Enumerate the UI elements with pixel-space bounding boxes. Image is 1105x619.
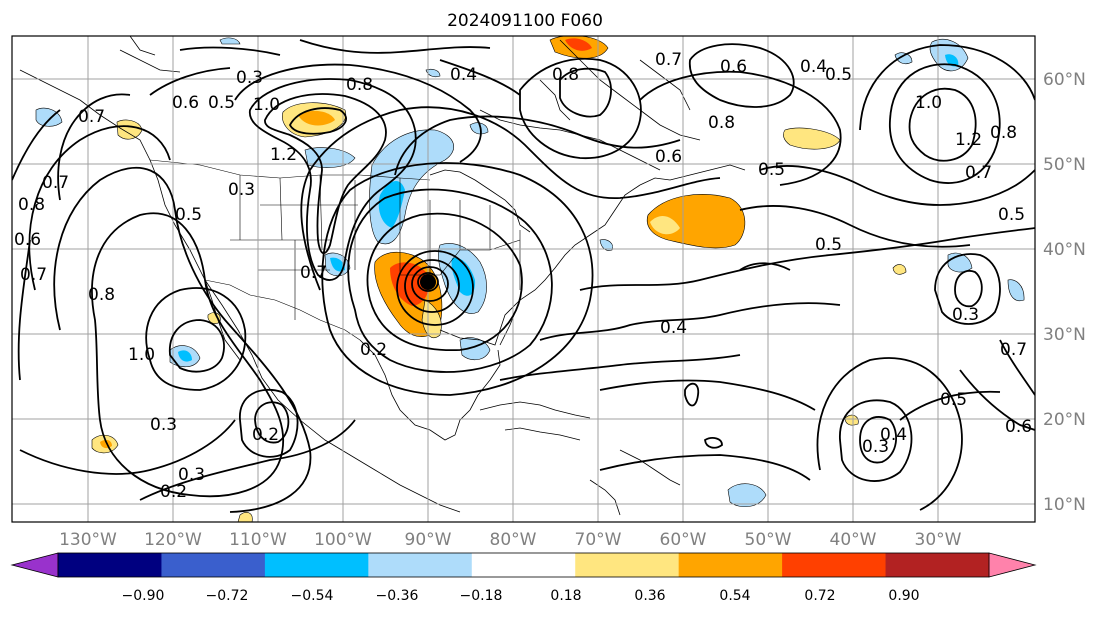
lon-label: 110°W [229,530,287,550]
colorbar-tick: −0.72 [206,588,249,604]
coastlines [19,36,746,516]
contour-label: 1.2 [270,145,297,165]
contour-label: 0.2 [360,340,387,360]
lat-label: 50°N [1043,155,1086,175]
contour-label: 0.4 [660,318,687,338]
lat-label: 60°N [1043,70,1086,90]
lon-label: 60°W [660,530,707,550]
figure-title: 2024091100 F060 [447,11,603,31]
contour-label: 0.8 [18,195,45,215]
contour-label: 0.7 [1000,340,1027,360]
contour-label: 0.3 [150,415,177,435]
lon-label: 40°W [830,530,877,550]
colorbar-tick: 0.36 [634,588,665,604]
contour-label: 0.4 [450,65,477,85]
contour-label: 0.6 [1005,417,1032,437]
contours [12,39,1035,513]
lon-label: 50°W [745,530,792,550]
contour-label: 0.2 [252,425,279,445]
colorbar-segment [264,553,369,577]
colorbar: −0.90 −0.72 −0.54 −0.36 −0.18 0.18 0.36 … [10,552,1037,604]
contour-label: 0.5 [998,205,1025,225]
colorbar-segment [58,553,162,577]
colorbar-segment [885,553,990,577]
colorbar-tick: 0.72 [804,588,835,604]
lat-label: 40°N [1043,240,1086,260]
contour-label: 0.5 [940,390,967,410]
colorbar-tick: −0.18 [460,588,503,604]
contour-label: 0.4 [880,425,907,445]
colorbar-tick: 0.54 [719,588,750,604]
contour-label: 0.5 [825,65,852,85]
contour-label: 0.8 [990,123,1017,143]
lat-label: 30°N [1043,325,1086,345]
colorbar-right-extension [988,552,1037,578]
colorbar-segments [58,553,990,577]
contour-label: 0.3 [862,437,889,457]
map-area: 0.3 0.8 0.6 0.5 1.0 1.2 0.4 0.6 0.8 0.7 … [12,36,1035,522]
contour-label: 0.6 [172,93,199,113]
colorbar-tick: −0.54 [291,588,334,604]
contour-label: 0.7 [965,163,992,183]
colorbar-ticks: −0.90 −0.72 −0.54 −0.36 −0.18 0.18 0.36 … [122,588,920,604]
contour-label: 0.5 [815,235,842,255]
lat-label: 10°N [1043,495,1086,515]
contour-label: 0.4 [800,57,827,77]
contour-label: 0.3 [952,305,979,325]
contour-label: 0.8 [88,285,115,305]
lon-label: 30°W [915,530,962,550]
contour-label: 1.0 [915,93,942,113]
contour-label: 0.7 [20,265,47,285]
contour-label: 0.8 [708,113,735,133]
contour-label: 0.6 [14,230,41,250]
contour-label: 0.8 [552,65,579,85]
colorbar-tick: 0.18 [550,588,581,604]
map-frame [11,35,1036,523]
positive-shading [91,36,907,522]
contour-labels: 0.3 0.8 0.6 0.5 1.0 1.2 0.4 0.6 0.8 0.7 … [14,50,1032,502]
colorbar-left-extension [10,552,59,578]
colorbar-segment [368,553,473,577]
lon-label: 100°W [314,530,372,550]
lon-label: 130°W [59,530,117,550]
contour-label: 0.2 [160,482,187,502]
latitude-labels: 60°N 50°N 40°N 30°N 20°N 10°N [1043,70,1086,515]
colorbar-tick: −0.36 [376,588,419,604]
lat-label: 20°N [1043,410,1086,430]
contour-label: 0.7 [300,263,327,283]
colorbar-tick: −0.90 [122,588,165,604]
contour-label: 0.7 [42,173,69,193]
contour-label: 0.8 [346,75,373,95]
colorbar-segment [161,553,266,577]
contour-label: 0.5 [208,93,235,113]
contour-label: 0.7 [655,50,682,70]
storm-center-marker [420,274,436,290]
colorbar-frame [57,552,990,578]
contour-label: 0.6 [720,57,747,77]
lon-label: 90°W [405,530,452,550]
contour-label: 1.0 [253,95,280,115]
contour-label: 0.3 [228,180,255,200]
contour-label: 0.5 [175,205,202,225]
colorbar-segment [575,553,680,577]
lon-label: 70°W [575,530,622,550]
lon-label: 120°W [144,530,202,550]
colorbar-segment [471,553,576,577]
contour-label: 1.2 [955,130,982,150]
colorbar-segment [678,553,783,577]
contour-label: 0.6 [655,147,682,167]
gridlines [12,36,1035,522]
contour-label: 0.5 [758,160,785,180]
lon-label: 80°W [490,530,537,550]
contour-label: 0.7 [78,107,105,127]
contour-label: 0.3 [178,465,205,485]
contour-label: 0.3 [236,68,263,88]
colorbar-tick: 0.90 [888,588,919,604]
colorbar-segment [782,553,887,577]
contour-label: 1.0 [128,345,155,365]
longitude-labels: 130°W 120°W 110°W 100°W 90°W 80°W 70°W 6… [59,530,962,550]
